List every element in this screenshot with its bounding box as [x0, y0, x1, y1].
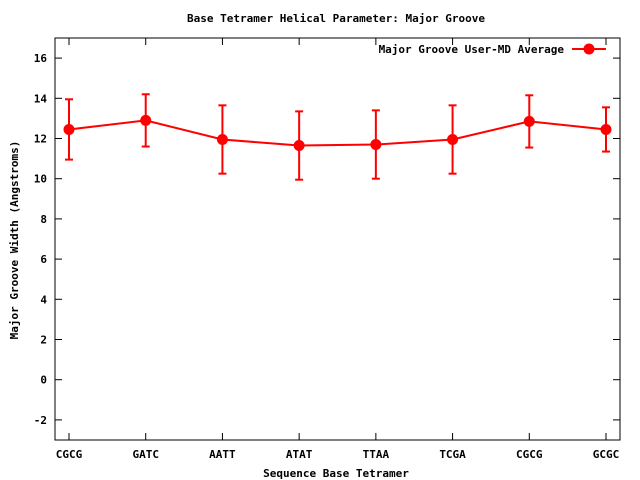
x-tick-label: TTAA	[363, 448, 390, 461]
series-line	[68, 119, 607, 147]
x-tick-label: ATAT	[286, 448, 313, 461]
plot-frame	[54, 37, 621, 441]
legend-marker	[583, 43, 595, 55]
legend-label: Major Groove User-MD Average	[379, 43, 565, 56]
data-point	[293, 140, 305, 152]
x-tick-label: GCGC	[593, 448, 620, 461]
plot-area: -2 0 2 4 6 8 10 12 14 16 CGCG GATC AATT ATAT TTAA TCGA C…	[34, 37, 621, 461]
x-tick-label: TCGA	[439, 448, 466, 461]
y-tick-label: 10	[34, 173, 47, 186]
y-tick-label: 0	[40, 374, 47, 387]
x-tick-label: CGCG	[56, 448, 83, 461]
x-tick-label: AATT	[209, 448, 236, 461]
y-tick-label: 16	[34, 52, 48, 65]
data-point	[447, 134, 459, 146]
x-tick-label: CGCG	[516, 448, 543, 461]
data-point	[523, 115, 535, 127]
y-tick-label: 14	[34, 92, 48, 105]
y-tick-label: 6	[40, 253, 47, 266]
y-tick-label: 4	[40, 293, 47, 306]
y-tick-label: -2	[34, 414, 47, 427]
y-tick-label: 2	[40, 334, 47, 347]
chart-title: Base Tetramer Helical Parameter: Major G…	[187, 12, 485, 25]
y-tick-label: 8	[40, 213, 47, 226]
y-axis-label: Major Groove Width (Angstroms)	[8, 141, 21, 340]
data-point	[600, 123, 612, 135]
data-point	[63, 123, 75, 135]
data-point	[370, 139, 382, 151]
x-axis-label: Sequence Base Tetramer	[263, 467, 409, 480]
y-tick-label: 12	[34, 133, 47, 146]
data-point	[140, 114, 152, 126]
data-point	[216, 134, 228, 146]
x-tick-label: GATC	[132, 448, 159, 461]
